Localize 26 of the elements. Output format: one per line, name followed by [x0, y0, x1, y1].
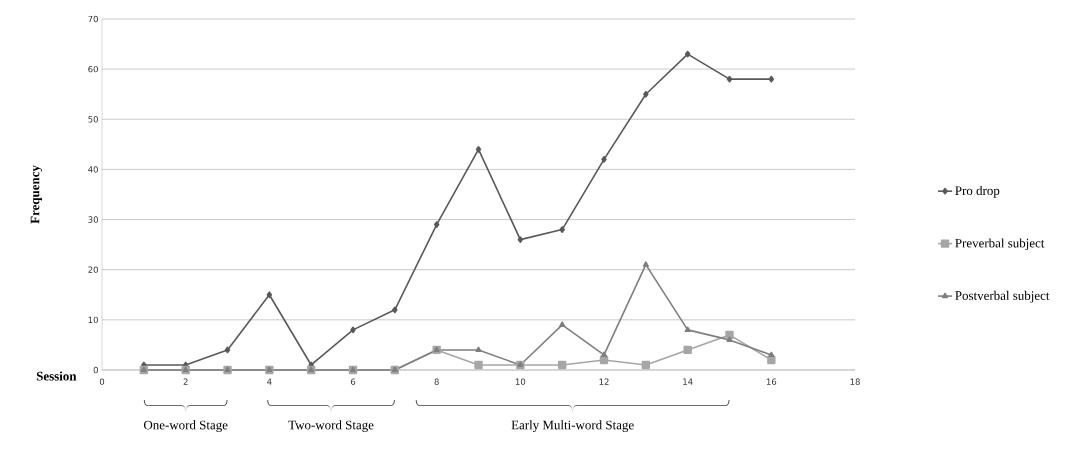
x-tick-label: 14: [683, 378, 693, 385]
y-tick-label: 30: [88, 216, 98, 223]
x-axis-title: Session: [36, 371, 77, 381]
y-tick-label: 10: [88, 316, 98, 324]
legend-label: Pro drop: [955, 185, 1000, 198]
legend-label: Preverbal subject: [955, 238, 1045, 251]
x-tick-label: 10: [515, 378, 526, 385]
legend-label: Postverbal subject: [955, 290, 1050, 303]
y-tick-label: 40: [88, 166, 98, 173]
y-tick-label: 60: [88, 65, 98, 73]
y-tick-label: 50: [88, 116, 98, 123]
x-tick-label: 16: [766, 378, 777, 385]
x-tick-label: 4: [267, 378, 272, 385]
x-tick-label: 8: [434, 378, 439, 385]
y-axis-title: Frequency: [30, 165, 43, 224]
text: Early Multi-word Stage: [511, 420, 634, 433]
y-tick-label: 0: [93, 366, 98, 374]
text: Two-word Stage: [288, 420, 374, 433]
x-tick-label: 12: [599, 378, 609, 385]
x-tick-label: 0: [99, 378, 105, 385]
x-tick-label: 2: [183, 378, 188, 385]
text: One-word Stage: [143, 420, 228, 433]
y-tick-label: 20: [88, 266, 98, 273]
x-tick-label: 18: [850, 378, 860, 385]
x-tick-label: 6: [350, 378, 356, 385]
y-tick-label: 70: [88, 15, 98, 23]
